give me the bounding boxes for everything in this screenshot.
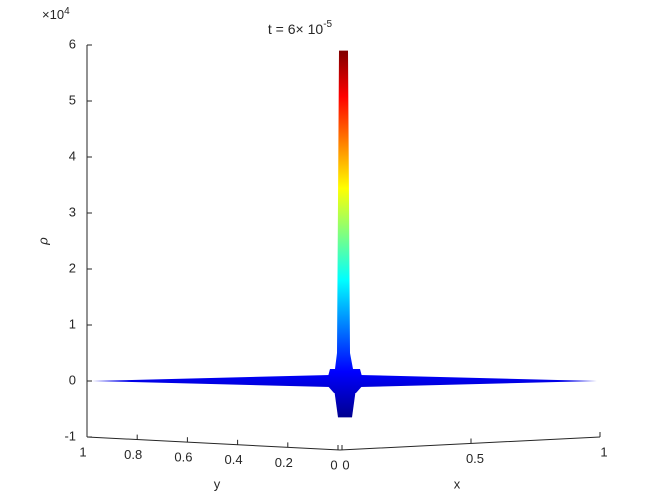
y-tick-label: 0.6 [174, 450, 192, 465]
multiplier-exponent: 4 [64, 6, 70, 17]
y-tick-label: 0.8 [124, 447, 142, 462]
y-tick-label: 1 [79, 444, 86, 459]
z-tick-label: 3 [69, 204, 76, 219]
x-tick-label: 0 [342, 457, 349, 472]
title-text: t = 6× 10 [268, 21, 323, 37]
y-axis-label: y [214, 476, 221, 491]
z-tick-label: 1 [69, 316, 76, 331]
surface-peak [335, 50, 353, 369]
z-tick-label: 6 [69, 36, 76, 51]
y-tick-label: 0.2 [275, 455, 293, 470]
surface-hub [326, 369, 364, 393]
z-tick-label: 4 [69, 148, 76, 163]
x-tick-label: 1 [600, 444, 607, 459]
floor-edges [86, 436, 601, 451]
z-axis-label: ρ [35, 237, 50, 246]
z-tick-label: 5 [69, 92, 76, 107]
x-axis-label: x [454, 476, 461, 491]
multiplier-text: ×10 [42, 7, 64, 22]
z-tick-label: -1 [64, 428, 76, 443]
z-tick-label: 2 [69, 260, 76, 275]
z-multiplier: ×104 [42, 6, 70, 23]
z-tick-label: 0 [69, 372, 76, 387]
chart-title: t = 6× 10-5 [268, 19, 333, 37]
x-tick-label: 0.5 [466, 451, 484, 466]
title-exponent: -5 [323, 19, 332, 30]
y-tick-label: 0.4 [225, 452, 243, 467]
y-tick-label: 0 [330, 457, 337, 472]
